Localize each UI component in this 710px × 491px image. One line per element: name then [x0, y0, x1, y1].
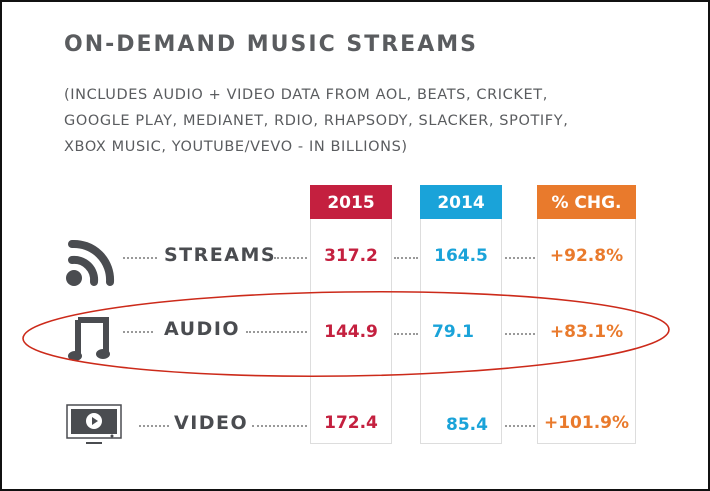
row-label-audio: AUDIO [164, 318, 241, 340]
leader-dots [123, 331, 153, 333]
leader-dots [274, 257, 307, 259]
column-2015 [310, 185, 392, 444]
subtitle-line: (INCLUDES AUDIO + VIDEO DATA FROM AOL, B… [64, 87, 548, 103]
leader-dots [505, 425, 535, 427]
header-change: % CHG. [537, 185, 636, 219]
row-label-video: VIDEO [174, 412, 249, 434]
streams-2015: 317.2 [324, 246, 378, 266]
leader-dots [505, 257, 535, 259]
streams-2014: 164.5 [434, 246, 488, 266]
subtitle-line: XBOX MUSIC, YOUTUBE/VEVO - IN BILLIONS) [64, 139, 408, 155]
video-2015: 172.4 [324, 413, 378, 433]
video-change: +101.9% [543, 413, 630, 433]
column-change [537, 185, 636, 444]
leader-dots [139, 425, 169, 427]
audio-2014: 79.1 [432, 322, 474, 342]
row-label-streams: STREAMS [164, 244, 277, 266]
rss-icon [66, 239, 115, 286]
music-note-icon [68, 317, 110, 361]
leader-dots [123, 257, 157, 259]
header-2014: 2014 [420, 185, 502, 219]
column-2014 [420, 185, 502, 444]
tv-play-icon [66, 404, 122, 444]
leader-dots [246, 331, 307, 333]
subtitle-line: GOOGLE PLAY, MEDIANET, RDIO, RHAPSODY, S… [64, 113, 569, 129]
video-2014: 85.4 [446, 415, 488, 435]
leader-dots [252, 425, 307, 427]
streams-change: +92.8% [549, 246, 624, 266]
audio-change: +83.1% [549, 322, 624, 342]
leader-dots [505, 333, 535, 335]
leader-dots [394, 333, 418, 335]
audio-2015: 144.9 [324, 322, 378, 342]
page-title: ON-DEMAND MUSIC STREAMS [64, 32, 478, 57]
header-2015: 2015 [310, 185, 392, 219]
subtitle: (INCLUDES AUDIO + VIDEO DATA FROM AOL, B… [64, 82, 664, 160]
leader-dots [394, 257, 418, 259]
